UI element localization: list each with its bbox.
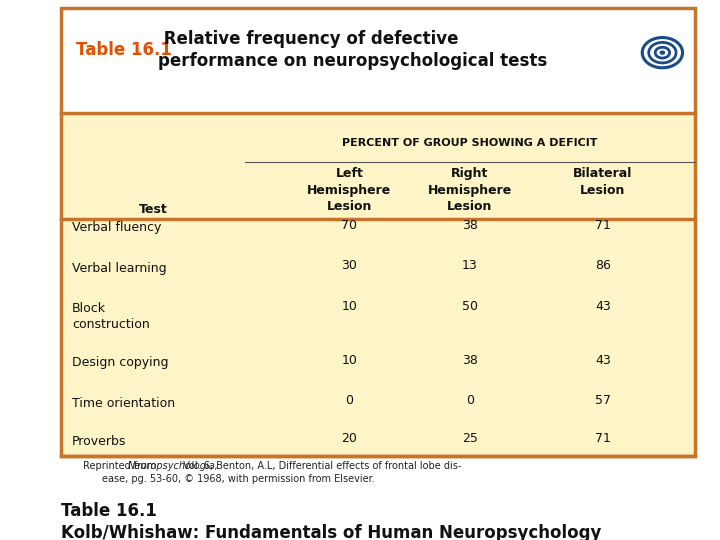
Bar — [61, 8, 695, 113]
Text: Table 16.1: Table 16.1 — [61, 502, 157, 520]
Text: 0: 0 — [346, 394, 354, 407]
Text: 0: 0 — [466, 394, 474, 407]
Text: 38: 38 — [462, 354, 478, 367]
Circle shape — [660, 51, 665, 55]
Text: Proverbs: Proverbs — [72, 435, 127, 448]
Text: 50: 50 — [462, 300, 478, 313]
Text: Kolb/Whishaw: Fundamentals of Human Neuropsychology: Kolb/Whishaw: Fundamentals of Human Neur… — [61, 524, 602, 540]
Text: Verbal learning: Verbal learning — [72, 262, 166, 275]
Text: ease, pg. 53-60, © 1968, with permission from Elsevier.: ease, pg. 53-60, © 1968, with permission… — [102, 474, 375, 484]
Text: 10: 10 — [341, 354, 357, 367]
Text: 71: 71 — [595, 219, 611, 232]
Text: Reprinted from: Reprinted from — [83, 461, 159, 471]
Text: 71: 71 — [595, 432, 611, 445]
Text: Table 16.1: Table 16.1 — [76, 41, 171, 59]
Text: Test: Test — [139, 203, 168, 216]
Text: Verbal fluency: Verbal fluency — [72, 221, 161, 234]
Text: 43: 43 — [595, 300, 611, 313]
Text: Block
construction: Block construction — [72, 302, 150, 331]
Text: Relative frequency of defective
performance on neuropsychological tests: Relative frequency of defective performa… — [158, 30, 548, 70]
Text: Bilateral
Lesion: Bilateral Lesion — [573, 167, 633, 197]
Text: Left
Hemisphere
Lesion: Left Hemisphere Lesion — [307, 167, 392, 213]
Text: 25: 25 — [462, 432, 478, 445]
Text: Right
Hemisphere
Lesion: Right Hemisphere Lesion — [428, 167, 512, 213]
Text: 10: 10 — [341, 300, 357, 313]
Bar — [61, 8, 695, 456]
Text: 70: 70 — [341, 219, 358, 232]
Text: Design copying: Design copying — [72, 356, 168, 369]
Text: PERCENT OF GROUP SHOWING A DEFICIT: PERCENT OF GROUP SHOWING A DEFICIT — [342, 138, 598, 148]
Text: Neuropsychologia,: Neuropsychologia, — [128, 461, 219, 471]
Text: 13: 13 — [462, 259, 478, 272]
Text: 30: 30 — [341, 259, 357, 272]
Text: 20: 20 — [341, 432, 357, 445]
Text: 43: 43 — [595, 354, 611, 367]
Bar — [61, 113, 695, 456]
Text: Vol. 6, Benton, A.L, Differential effects of frontal lobe dis-: Vol. 6, Benton, A.L, Differential effect… — [179, 461, 461, 471]
Text: 38: 38 — [462, 219, 478, 232]
Text: 57: 57 — [595, 394, 611, 407]
Text: Time orientation: Time orientation — [72, 397, 175, 410]
Text: 86: 86 — [595, 259, 611, 272]
